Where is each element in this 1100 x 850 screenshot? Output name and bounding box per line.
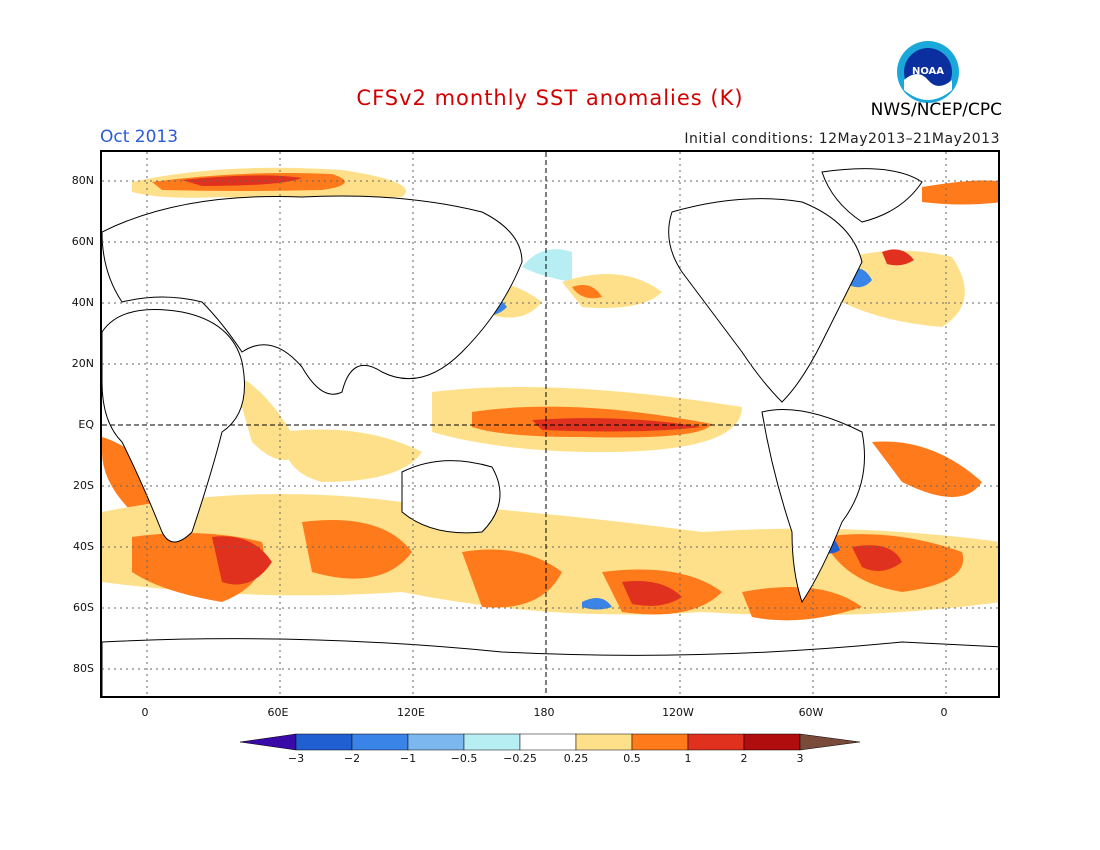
colorbar-swatch bbox=[631, 733, 689, 751]
colorbar-label: −3 bbox=[287, 752, 305, 765]
colorbar-label: −0.25 bbox=[503, 752, 537, 765]
colorbar-label: −2 bbox=[343, 752, 361, 765]
lon-label: 180 bbox=[533, 706, 555, 719]
colorbar-label: −0.5 bbox=[450, 752, 478, 765]
lat-label: 20N bbox=[71, 357, 94, 370]
initial-conditions: Initial conditions: 12May2013–21May2013 bbox=[684, 131, 1000, 147]
colorbar-label: 0.5 bbox=[623, 752, 641, 765]
colorbar-swatch-low-end bbox=[240, 733, 297, 751]
colorbar-label: 0.25 bbox=[563, 752, 589, 765]
colorbar-swatch bbox=[295, 733, 353, 751]
colorbar-swatch bbox=[463, 733, 521, 751]
colorbar-swatch bbox=[743, 733, 801, 751]
sst-anomaly-map bbox=[100, 150, 1000, 698]
lat-label: 60N bbox=[71, 235, 94, 248]
colorbar bbox=[240, 733, 861, 751]
colorbar-label: 1 bbox=[684, 752, 692, 765]
lat-label: 80N bbox=[71, 174, 94, 187]
continent-outlines bbox=[102, 168, 998, 696]
colorbar-label: −1 bbox=[399, 752, 417, 765]
lat-label: EQ bbox=[78, 418, 94, 431]
chart-title: CFSv2 monthly SST anomalies (K) bbox=[356, 86, 744, 110]
anomaly-fields bbox=[102, 167, 998, 621]
colorbar-swatch bbox=[351, 733, 409, 751]
forecast-month: Oct 2013 bbox=[100, 127, 179, 147]
colorbar-swatch bbox=[687, 733, 745, 751]
lat-label: 40S bbox=[73, 540, 94, 553]
lon-label: 120W bbox=[662, 706, 694, 719]
colorbar-swatch bbox=[519, 733, 577, 751]
lon-label: 120E bbox=[397, 706, 425, 719]
graticule bbox=[102, 152, 998, 696]
lon-label: 60E bbox=[267, 706, 289, 719]
logo-text: NOAA bbox=[912, 66, 944, 77]
colorbar-swatch bbox=[575, 733, 633, 751]
agency-label: NWS/NCEP/CPC bbox=[870, 100, 1002, 120]
lon-label: 60W bbox=[798, 706, 824, 719]
lat-label: 20S bbox=[73, 479, 94, 492]
noaa-logo: NOAA bbox=[896, 40, 960, 104]
lon-label: 0 bbox=[141, 706, 149, 719]
lat-label: 60S bbox=[73, 601, 94, 614]
colorbar-swatch bbox=[407, 733, 465, 751]
lat-label: 80S bbox=[73, 662, 94, 675]
lon-label: 0 bbox=[940, 706, 948, 719]
colorbar-swatch-high-end bbox=[799, 733, 861, 751]
colorbar-label: 2 bbox=[740, 752, 748, 765]
equator-dateline bbox=[102, 152, 998, 696]
colorbar-label: 3 bbox=[796, 752, 804, 765]
lat-label: 40N bbox=[71, 296, 94, 309]
